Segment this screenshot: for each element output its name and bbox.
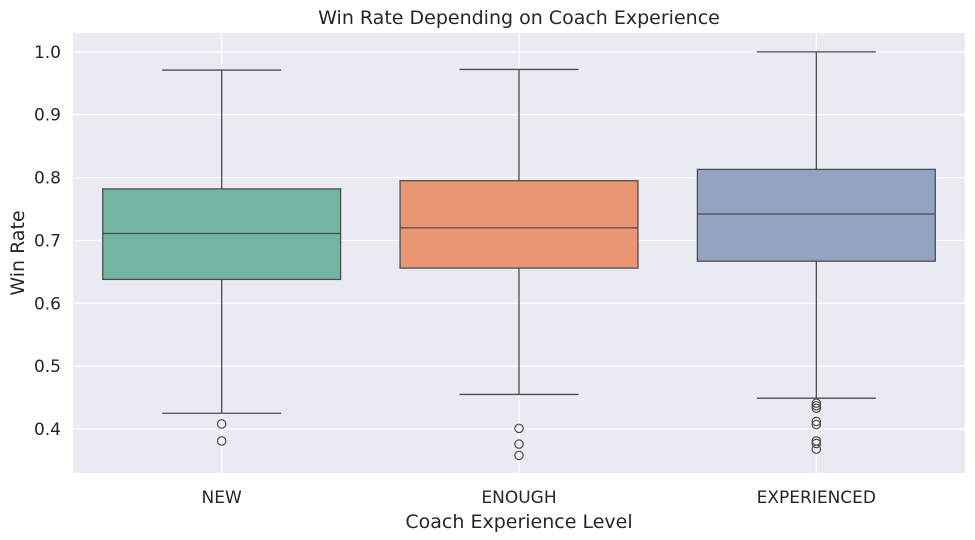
x-tick-label: ENOUGH bbox=[481, 488, 556, 508]
y-tick-label: 0.5 bbox=[34, 357, 61, 377]
x-axis-ticks: NEW ENOUGH EXPERIENCED bbox=[202, 488, 876, 508]
y-axis-label: Win Rate bbox=[7, 210, 29, 295]
outlier-point bbox=[811, 400, 822, 411]
outlier-point bbox=[811, 403, 822, 414]
chart-title: Win Rate Depending on Coach Experience bbox=[318, 7, 720, 29]
x-axis-label: Coach Experience Level bbox=[405, 511, 632, 533]
outlier-point bbox=[811, 398, 822, 409]
box-series bbox=[102, 51, 936, 461]
y-tick-label: 0.6 bbox=[34, 294, 61, 314]
y-tick-label: 1.0 bbox=[34, 43, 61, 63]
outlier-point bbox=[514, 439, 524, 449]
iqr-box bbox=[399, 180, 639, 269]
box-group-new bbox=[102, 69, 342, 446]
x-tick-label: NEW bbox=[202, 488, 242, 508]
outlier-point bbox=[216, 436, 227, 446]
outlier-point bbox=[811, 444, 822, 454]
iqr-box bbox=[696, 168, 936, 262]
outlier-point bbox=[811, 416, 822, 427]
y-tick-label: 0.9 bbox=[34, 106, 61, 126]
outlier-point bbox=[811, 419, 822, 430]
y-tick-label: 0.4 bbox=[34, 420, 61, 440]
x-tick-label: EXPERIENCED bbox=[757, 488, 876, 508]
y-axis-ticks: 0.4 0.5 0.6 0.7 0.8 0.9 1.0 bbox=[34, 43, 61, 440]
outlier-point bbox=[514, 450, 524, 461]
box-group-enough bbox=[399, 68, 639, 461]
y-tick-label: 0.8 bbox=[34, 169, 61, 189]
outlier-point bbox=[216, 419, 227, 429]
box-group-experienced bbox=[696, 51, 936, 454]
outlier-point bbox=[811, 438, 822, 449]
outlier-point bbox=[514, 423, 524, 434]
y-tick-label: 0.7 bbox=[34, 231, 61, 251]
